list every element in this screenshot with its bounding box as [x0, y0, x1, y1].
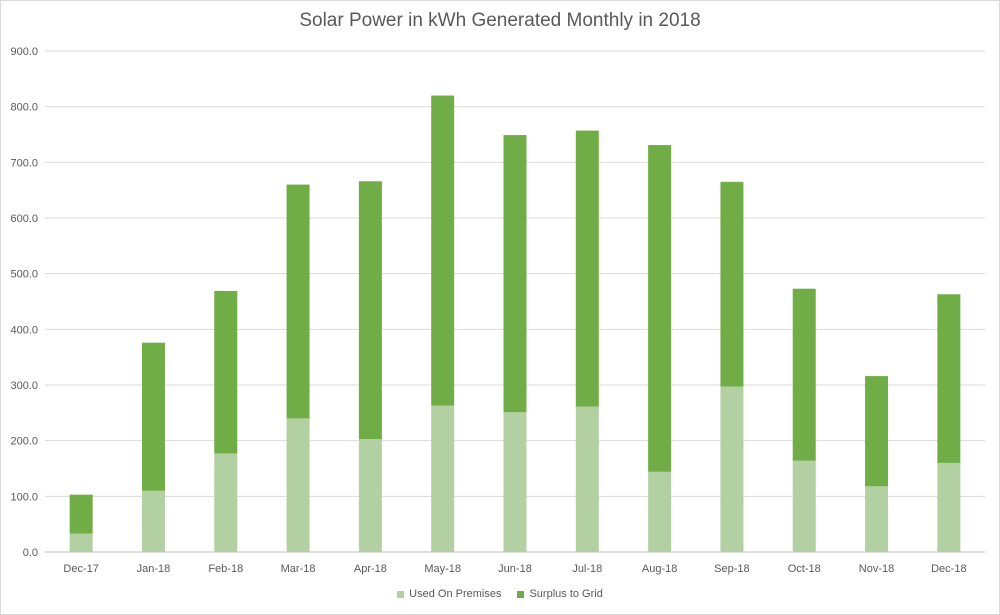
x-tick-label: Mar-18: [281, 563, 316, 575]
y-tick-label: 0.0: [23, 547, 38, 559]
legend-item-used-on-premises: Used On Premises: [397, 588, 501, 600]
x-tick-label: Oct-18: [788, 563, 821, 575]
bar-used-on-premises: [431, 405, 455, 552]
bar-used-on-premises: [141, 490, 165, 552]
y-tick-label: 300.0: [10, 380, 38, 392]
bar-used-on-premises: [865, 486, 889, 552]
bar-used-on-premises: [937, 462, 961, 552]
legend-label-surplus-to-grid: Surplus to Grid: [529, 588, 603, 600]
bar-used-on-premises: [720, 386, 744, 552]
x-tick-label: May-18: [424, 563, 461, 575]
y-tick-label: 500.0: [10, 269, 38, 281]
y-tick-label: 100.0: [10, 491, 38, 503]
legend-swatch-surplus-to-grid: [517, 590, 525, 598]
x-tick-label: Sep-18: [714, 563, 749, 575]
bar-used-on-premises: [286, 418, 310, 552]
bar-used-on-premises: [792, 460, 816, 552]
bar-used-on-premises: [648, 471, 672, 552]
bar-surplus-to-grid: [648, 145, 672, 472]
x-tick-label: Apr-18: [354, 563, 387, 575]
bar-surplus-to-grid: [865, 376, 889, 487]
legend-label-used-on-premises: Used On Premises: [409, 588, 502, 600]
legend-item-surplus-to-grid: Surplus to Grid: [517, 588, 603, 600]
legend: Used On Premises Surplus to Grid: [0, 588, 1000, 600]
x-tick-label: Aug-18: [642, 563, 677, 575]
bar-used-on-premises: [503, 412, 527, 552]
y-tick-label: 400.0: [10, 324, 38, 336]
x-tick-label: Jan-18: [137, 563, 171, 575]
chart-title: Solar Power in kWh Generated Monthly in …: [299, 10, 701, 31]
bar-surplus-to-grid: [286, 184, 310, 419]
bar-used-on-premises: [358, 438, 382, 552]
y-tick-label: 700.0: [10, 157, 38, 169]
y-tick-label: 600.0: [10, 213, 38, 225]
x-tick-label: Feb-18: [208, 563, 243, 575]
x-tick-label: Nov-18: [859, 563, 894, 575]
bar-surplus-to-grid: [792, 288, 816, 461]
x-tick-label: Jul-18: [572, 563, 602, 575]
y-tick-label: 800.0: [10, 102, 38, 114]
bar-surplus-to-grid: [503, 135, 527, 413]
bar-surplus-to-grid: [141, 342, 165, 491]
bar-used-on-premises: [214, 453, 238, 552]
x-tick-label: Dec-17: [63, 563, 98, 575]
bar-used-on-premises: [575, 406, 599, 552]
bar-surplus-to-grid: [69, 494, 93, 534]
x-tick-label: Dec-18: [931, 563, 966, 575]
bar-surplus-to-grid: [431, 95, 455, 406]
y-tick-label: 900.0: [10, 46, 38, 58]
legend-swatch-used-on-premises: [397, 590, 405, 598]
bar-surplus-to-grid: [214, 290, 238, 454]
bar-surplus-to-grid: [720, 181, 744, 387]
bar-surplus-to-grid: [358, 181, 382, 439]
bar-used-on-premises: [69, 533, 93, 552]
y-tick-label: 200.0: [10, 436, 38, 448]
x-tick-label: Jun-18: [498, 563, 532, 575]
bar-surplus-to-grid: [575, 130, 599, 407]
bar-surplus-to-grid: [937, 294, 961, 463]
